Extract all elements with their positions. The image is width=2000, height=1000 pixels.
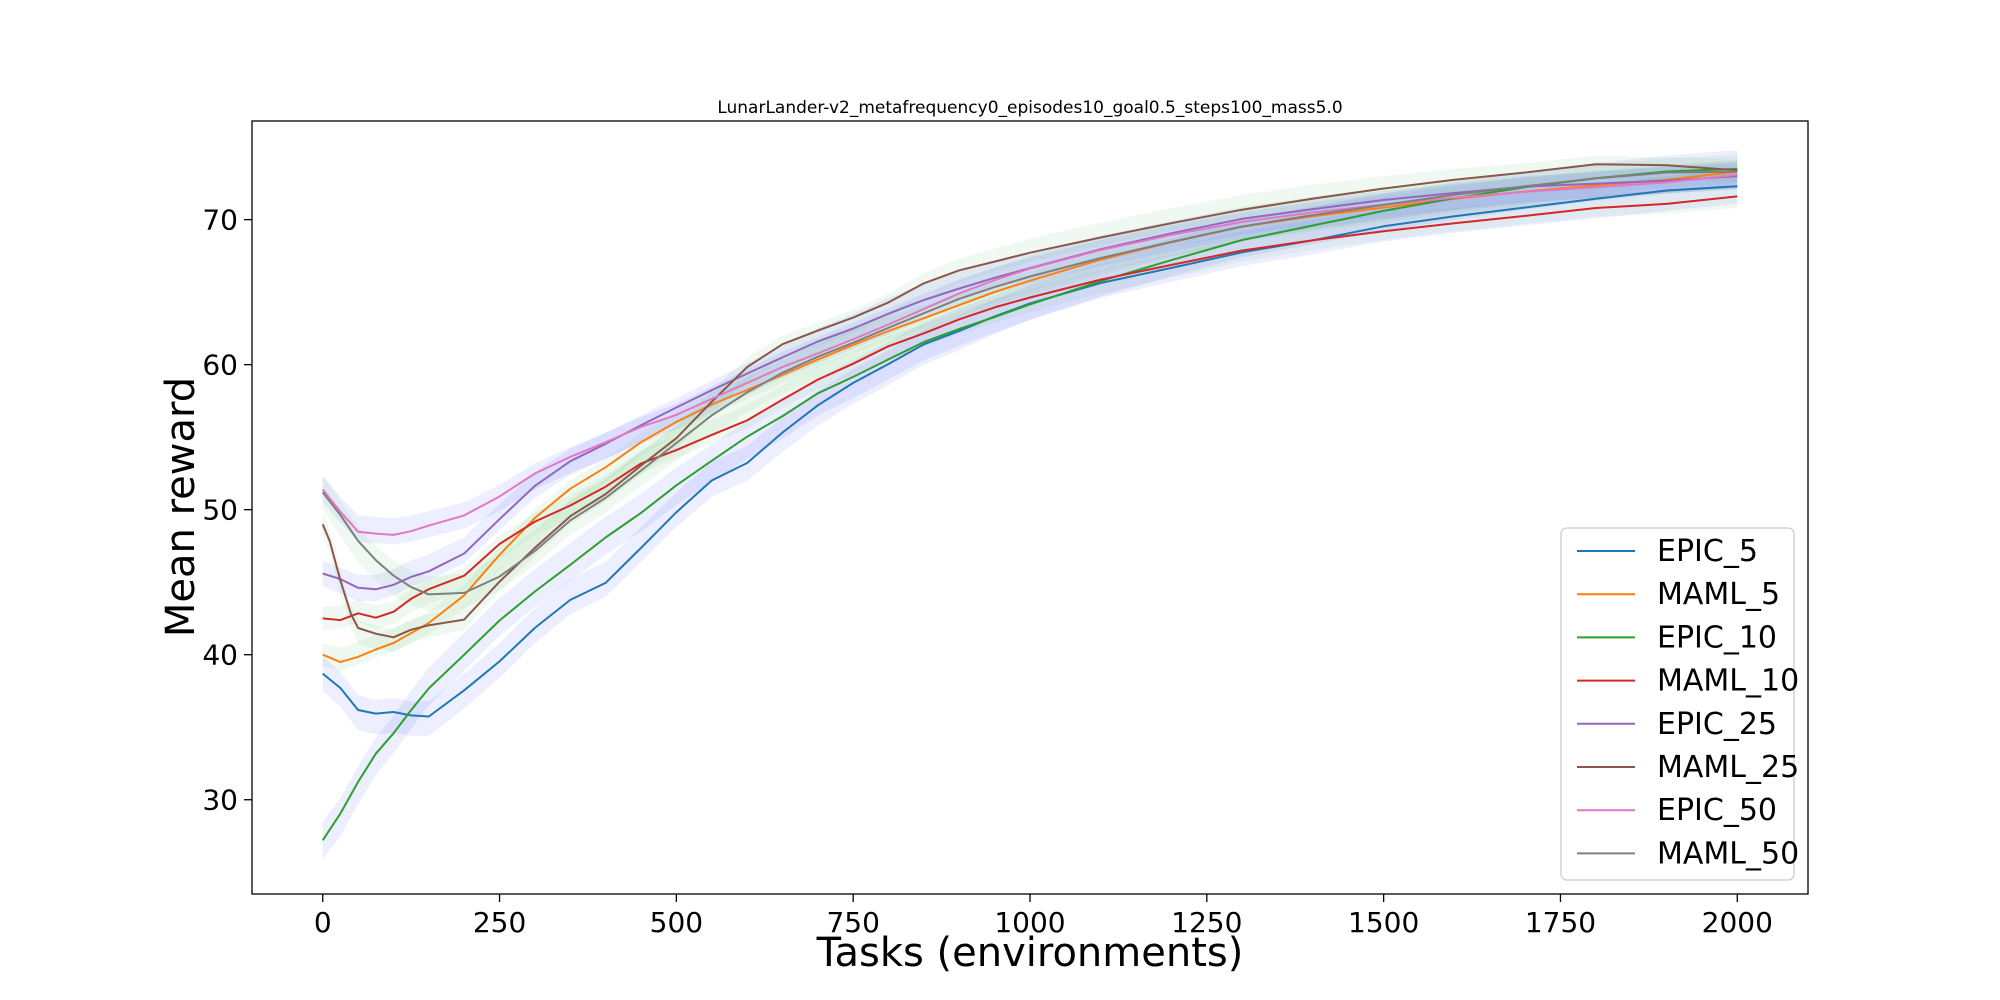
legend-box [1560,527,1795,881]
x-tick-label: 1000 [994,906,1065,939]
confidence-bands [322,150,1738,860]
y-tick-label: 60 [202,349,238,382]
chart-title: LunarLander-v2_metafrequency0_episodes10… [717,98,1342,118]
legend-label-epic-10: EPIC_10 [1657,620,1777,655]
legend-label-maml-5: MAML_5 [1657,577,1780,612]
series-line-maml-25 [321,163,1738,639]
legend: EPIC_5 MAML_5 EPIC_10 MAML_10 EPIC_25 MAML_25… [1560,527,1799,881]
x-tick-label: 0 [314,906,332,939]
legend-label-epic-50: EPIC_50 [1657,793,1777,828]
legend-label-maml-25: MAML_25 [1657,750,1799,785]
x-tick-label: 2000 [1702,906,1773,939]
x-tick-label: 750 [826,906,879,939]
x-axis-ticks: 0 250 500 750 1000 1250 1500 1750 2000 [314,894,1773,939]
band-epic-25 [322,163,1738,601]
band-epic-50 [322,161,1738,545]
x-tick-label: 1500 [1348,906,1419,939]
x-tick-label: 250 [473,906,526,939]
x-tick-label: 1250 [1171,906,1242,939]
x-tick-label: 500 [650,906,703,939]
series-line-maml-10 [322,195,1738,622]
legend-label-epic-25: EPIC_25 [1657,707,1777,742]
y-axis-label: Mean reward [158,377,204,637]
series-line-epic-5 [322,185,1738,718]
band-maml-10 [322,184,1738,631]
x-axis-label: Tasks (environments) [816,930,1244,976]
y-tick-label: 70 [202,204,238,237]
y-tick-label: 40 [202,639,238,672]
series-line-epic-10 [321,167,1738,841]
series-lines [321,163,1738,841]
legend-label-maml-50: MAML_50 [1657,836,1799,871]
series-line-epic-25 [322,175,1738,591]
y-tick-label: 50 [202,494,238,527]
y-tick-label: 30 [202,784,238,817]
x-tick-label: 1750 [1525,906,1596,939]
y-axis-ticks: 30 40 50 60 70 [202,204,252,817]
band-maml-25 [322,155,1738,652]
series-line-maml-50 [321,170,1738,596]
series-line-epic-50 [321,173,1738,536]
legend-label-maml-10: MAML_10 [1657,664,1799,699]
band-epic-5 [322,168,1738,736]
legend-label-epic-5: EPIC_5 [1657,534,1758,569]
band-epic-10 [322,150,1738,860]
